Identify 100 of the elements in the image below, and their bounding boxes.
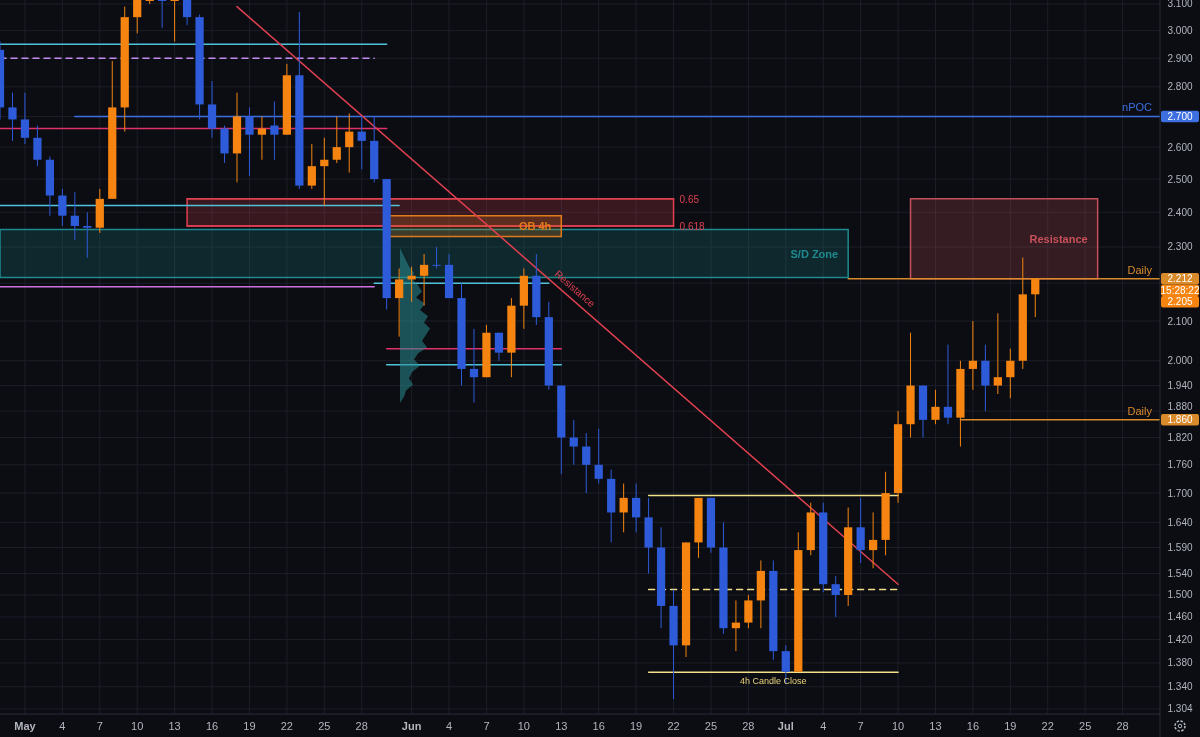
candlestick [133, 0, 142, 34]
y-tick-label: 1.760 [1167, 459, 1193, 471]
y-tick-label: 2.000 [1167, 355, 1193, 367]
candlestick [170, 0, 179, 43]
data-label: 2.700 [1167, 110, 1193, 122]
x-tick-label: 4 [445, 720, 453, 732]
candlestick [345, 112, 354, 174]
candlestick [8, 92, 17, 142]
x-tick-label: May [14, 720, 37, 732]
x-tick-label: 19 [630, 720, 643, 732]
y-tick-label: 2.300 [1167, 241, 1193, 253]
legend-label: S/D Zone [790, 247, 839, 260]
candlestick [245, 106, 254, 177]
candlestick [182, 0, 192, 26]
candlestick [632, 483, 641, 533]
y-tick-label: 1.880 [1167, 401, 1193, 413]
x-tick-label: 28 [1116, 720, 1129, 732]
y-tick-label: 1.460 [1167, 611, 1193, 623]
candlestick [931, 389, 940, 425]
candlestick [33, 125, 42, 167]
y-tick-label: 2.500 [1167, 173, 1193, 185]
y-tick-label: 1.590 [1167, 542, 1193, 554]
y-tick-label: 2.800 [1167, 81, 1193, 93]
candlestick [619, 483, 628, 533]
y-tick-label: 1.340 [1167, 681, 1193, 693]
candlestick [582, 432, 591, 494]
x-tick-label: 13 [168, 720, 181, 732]
y-tick-label: 1.820 [1167, 432, 1193, 444]
candlestick [744, 594, 753, 629]
y-tick-label: 1.940 [1167, 380, 1193, 392]
candlestick [257, 115, 267, 161]
x-tick-label: 4 [59, 720, 66, 732]
y-tick-label: 1.304 [1167, 703, 1193, 715]
candlestick [494, 332, 504, 362]
candlestick [70, 191, 79, 241]
x-tick-label: Jul [777, 720, 794, 732]
x-tick-label: 10 [131, 720, 144, 732]
candlestick [395, 267, 404, 338]
candlestick [594, 428, 603, 485]
text: 2.205 [1167, 296, 1193, 308]
candlestick [869, 511, 878, 569]
x-tick-label: 13 [555, 720, 568, 732]
candlestick [1031, 278, 1040, 318]
candlestick [943, 344, 953, 425]
candlestick [831, 575, 840, 618]
y-tick-label: 2.600 [1167, 141, 1193, 153]
x-tick-label: 22 [667, 720, 680, 732]
x-tick-label: 28 [355, 720, 368, 732]
x-tick-label: 13 [929, 720, 942, 732]
x-tick-label: 7 [483, 720, 490, 732]
series-label: nPOC [1122, 101, 1153, 114]
candlestick [58, 188, 67, 227]
y-tick-label: 2.400 [1167, 206, 1193, 218]
x-tick-label: 19 [243, 720, 256, 732]
x-tick-label: 25 [318, 720, 331, 732]
candlestick [270, 100, 279, 161]
x-tick-label: 28 [742, 720, 755, 732]
y-tick-label: 1.420 [1167, 634, 1193, 646]
y-tick-label: 3.000 [1167, 25, 1193, 37]
y-tick-label: 1.540 [1167, 568, 1193, 580]
text: 15:28:22 [1160, 284, 1200, 296]
x-tick-label: 10 [517, 720, 530, 732]
y-tick-label: 1.640 [1167, 516, 1193, 528]
y-tick-label: 3.100 [1167, 0, 1193, 10]
y-tick-label: 1.700 [1167, 487, 1193, 499]
x-tick-label: 22 [280, 720, 294, 732]
x-tick-label: 25 [1079, 720, 1092, 732]
x-tick-label: 22 [1041, 720, 1054, 732]
candlestick [419, 253, 429, 307]
series-label: 0.65 [679, 193, 700, 205]
candlestick [968, 320, 978, 391]
y-tick-label: 2.900 [1167, 52, 1193, 64]
candlestick [407, 266, 416, 303]
series-label: Daily [1127, 263, 1153, 276]
x-tick-label: 16 [592, 720, 605, 732]
legend-label: Resistance [1029, 232, 1088, 245]
annotation: 4h Candle Close [740, 676, 807, 687]
x-tick-label: 4 [820, 720, 827, 732]
x-tick-label: 16 [966, 720, 980, 732]
data-label: 1.860 [1167, 414, 1193, 426]
y-tick-label: 1.500 [1167, 589, 1193, 601]
x-tick-label: 16 [205, 720, 219, 732]
candlestick [83, 211, 92, 259]
candlestick [20, 92, 30, 145]
candlestick [332, 115, 341, 164]
candlestick [993, 312, 1002, 395]
y-tick-label: 1.380 [1167, 657, 1193, 669]
candlestick [469, 328, 479, 404]
candlestick [320, 137, 329, 207]
x-tick-label: 19 [1004, 720, 1017, 732]
candlestick [856, 497, 865, 564]
x-tick-label: 10 [891, 720, 905, 732]
candlestick [432, 246, 441, 269]
candlestick [569, 419, 578, 466]
candlestick [307, 143, 316, 190]
candlestick [357, 115, 366, 170]
x-tick-label: 7 [96, 720, 103, 732]
y-tick-label: 2.100 [1167, 315, 1193, 327]
x-tick-label: Jun [401, 720, 422, 732]
candlestick [1006, 348, 1015, 399]
